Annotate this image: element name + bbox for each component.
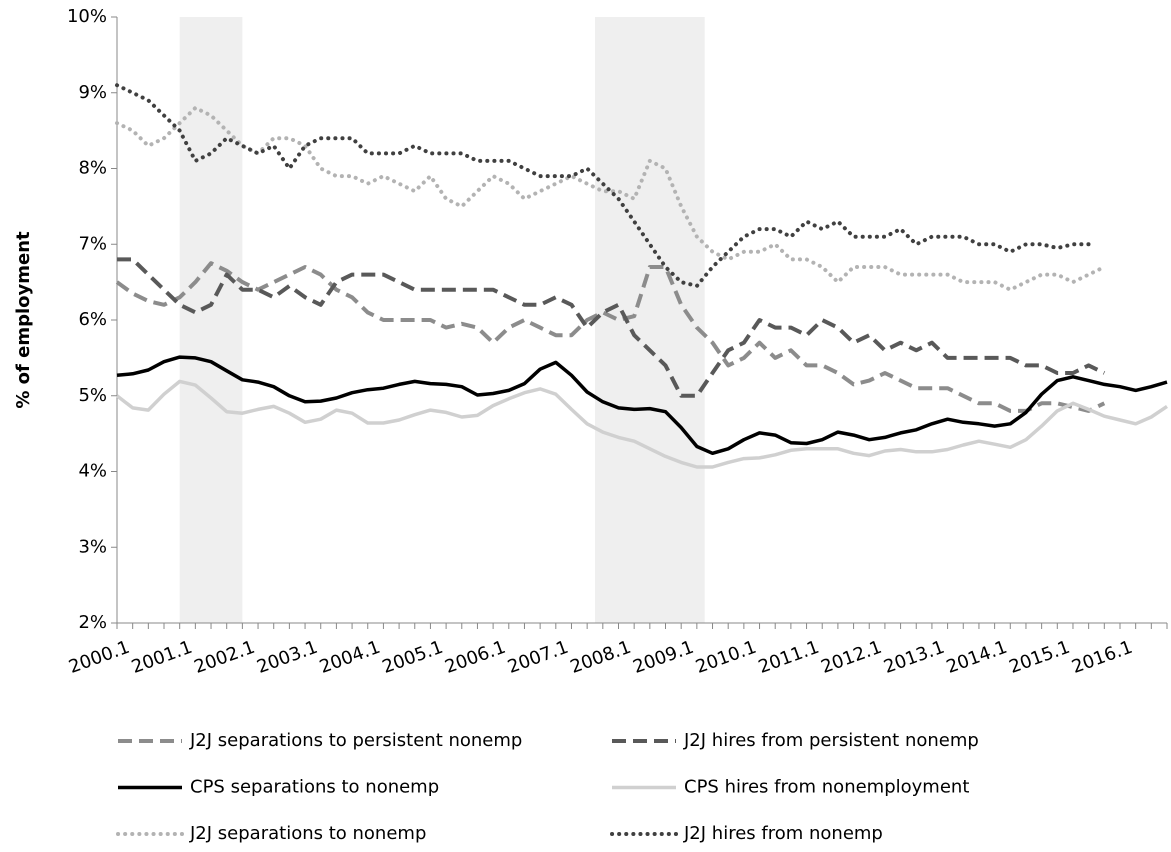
x-tick-label: 2003.1 [254,637,320,678]
x-tick-label: 2009.1 [630,637,696,678]
x-tick-label: 2010.1 [693,637,759,678]
x-tick-label: 2002.1 [191,637,257,678]
y-tick-label: 7% [78,233,107,254]
series-line [115,83,1091,288]
series-line [115,105,1107,292]
series-line [115,379,1168,469]
legend-label: CPS separations to nonemp [190,777,439,798]
x-tick-label: 2011.1 [756,637,822,678]
y-tick-label: 5% [78,385,107,406]
x-tick-label: 2015.1 [1006,637,1072,678]
x-tick-label: 2014.1 [944,637,1010,678]
legend-label: CPS hires from nonemployment [684,777,969,798]
y-tick-label: 6% [78,309,107,330]
y-tick-label: 9% [78,82,107,103]
series-line [116,355,1168,456]
legend-label: J2J separations to nonemp [189,823,426,844]
y-tick-label: 3% [78,536,107,557]
y-tick-label: 4% [78,461,107,482]
x-tick-label: 2013.1 [881,637,947,678]
x-tick-label: 2006.1 [442,637,508,678]
legend-label: J2J hires from nonemp [683,823,883,844]
x-tick-label: 2012.1 [818,637,884,678]
x-tick-label: 2008.1 [568,637,634,678]
legend-label: J2J hires from persistent nonemp [683,730,979,751]
x-tick-label: 2004.1 [317,637,383,678]
x-tick-label: 2007.1 [505,637,571,678]
series-line [115,261,1106,413]
series-line [117,257,1106,398]
y-tick-label: 10% [67,6,107,27]
y-tick-label: 8% [78,158,107,179]
x-tick-label: 2005.1 [379,637,445,678]
legend-label: J2J separations to persistent nonemp [189,730,522,751]
x-tick-label: 2000.1 [66,637,132,678]
y-axis-label: % of employment [13,231,34,409]
y-tick-label: 2% [78,612,107,633]
x-tick-label: 2016.1 [1069,637,1135,678]
shaded-period [179,17,243,623]
shaded-period [594,17,705,623]
x-tick-label: 2001.1 [129,637,195,678]
